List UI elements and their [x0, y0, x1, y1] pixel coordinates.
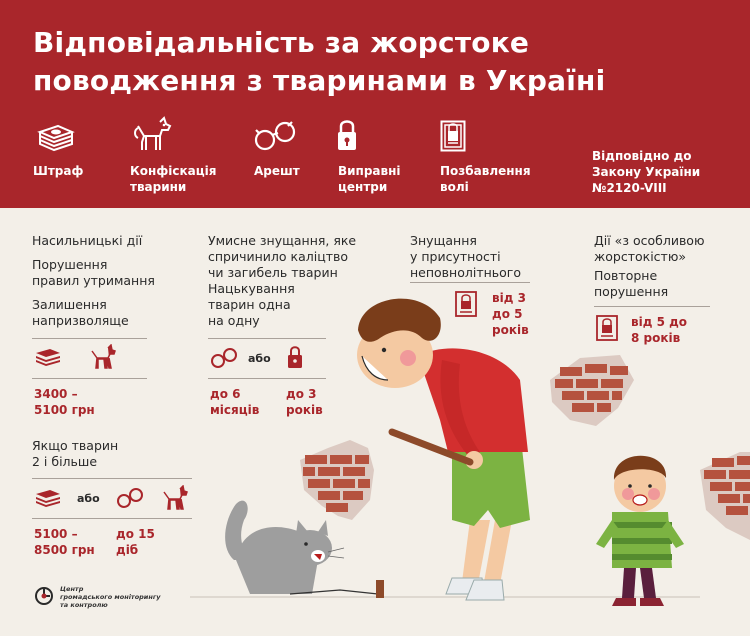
col4-item-special-cruelty: Дії «з особливою жорстокістю»	[594, 233, 705, 264]
fine-range-1: 3400 – 5100 грн	[34, 387, 95, 417]
divider	[32, 518, 192, 519]
lock-icon	[338, 120, 356, 150]
or-label: або	[77, 492, 100, 505]
divider	[32, 478, 192, 479]
dog-icon	[134, 116, 172, 150]
prison-icon	[596, 315, 618, 341]
col2-item-baiting: Нацькування тварин одна на одну	[208, 281, 295, 328]
dog-icon	[163, 485, 188, 510]
col1-item-violence: Насильницькі дії	[32, 233, 143, 248]
divider	[208, 378, 326, 379]
header-banner: Відповідальність за жорстоке поводження …	[0, 0, 750, 208]
title-line-2: поводження з тваринами в Україні	[33, 64, 606, 97]
col3-item-minor-presence: Знущання у присутності неповнолітнього	[410, 233, 522, 280]
arrest-months: до 6 місяців	[210, 387, 260, 417]
divider	[594, 306, 710, 307]
divider	[32, 378, 147, 379]
money-icon	[36, 490, 60, 507]
brick-wall-mid	[550, 355, 634, 426]
col1-item-abandonment: Залишення напризволяще	[32, 297, 129, 328]
organization-logo-icon	[35, 587, 53, 605]
col1-item-maintenance: Порушення правил утримання	[32, 257, 155, 288]
cat-figure	[225, 500, 384, 598]
law-reference: Відповідно до Закону України №2120-VIII	[592, 149, 701, 195]
imprisonment-3-5: від 3 до 5 років	[492, 291, 529, 337]
col1-condition: Якщо тварин 2 і більше	[32, 438, 119, 469]
man-figure	[357, 298, 530, 601]
col4-item-repeat: Повторне порушення	[594, 268, 669, 299]
legend-confiscation: Конфіскація тварини	[130, 164, 217, 194]
brick-wall-left	[300, 440, 374, 520]
dog-icon	[91, 344, 116, 369]
legend-arrest: Арешт	[254, 164, 300, 178]
illustration	[190, 298, 750, 606]
fine-range-2: 5100 – 8500 грн	[34, 527, 95, 557]
money-icon	[36, 349, 60, 366]
correctional-years: до 3 років	[286, 387, 323, 417]
brick-wall-right	[700, 452, 750, 540]
arrest-days: до 15 діб	[116, 527, 155, 557]
legend-fine: Штраф	[33, 164, 84, 178]
divider	[208, 338, 326, 339]
imprisonment-5-8: від 5 до 8 років	[631, 315, 688, 345]
divider	[32, 338, 147, 339]
legend-imprisonment: Позбавлення волі	[440, 164, 531, 194]
lock-icon	[288, 346, 302, 368]
page-title: Відповідальність за жорстоке поводження …	[33, 24, 605, 100]
child-figure	[596, 455, 684, 606]
money-icon	[37, 124, 75, 152]
handcuffs-icon	[117, 488, 143, 508]
title-line-1: Відповідальність за жорстоке	[33, 26, 530, 59]
handcuffs-icon	[211, 348, 237, 368]
or-label: або	[248, 352, 271, 365]
handcuffs-icon	[254, 121, 296, 151]
divider	[410, 282, 530, 283]
prison-icon	[440, 120, 466, 152]
organization-logo-text: Центр громадського моніторингу та контро…	[60, 585, 161, 609]
legend-correctional: Виправні центри	[338, 164, 401, 194]
prison-icon	[455, 291, 477, 317]
col2-item-cruelty: Умисне знущання, яке спричинило каліцтво…	[208, 233, 357, 280]
